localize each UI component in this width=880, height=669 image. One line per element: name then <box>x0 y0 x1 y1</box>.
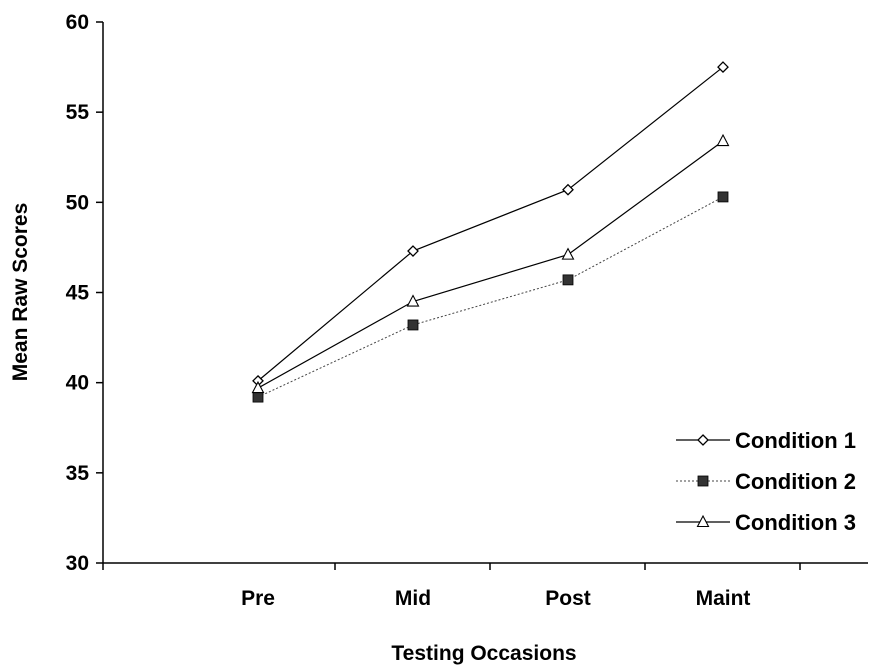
y-tick-label: 60 <box>66 11 89 34</box>
x-tick-label: Post <box>545 587 591 610</box>
y-tick-label: 30 <box>66 552 89 575</box>
x-tick-label: Maint <box>696 587 751 610</box>
diamond-marker <box>562 183 574 196</box>
y-ticks: 30 35 40 45 50 55 60 <box>66 11 103 575</box>
square-marker <box>717 191 729 203</box>
legend: Condition 1 Condition 2 Condition 3 <box>676 428 856 535</box>
square-marker <box>562 274 574 286</box>
y-tick-label: 40 <box>66 372 89 395</box>
triangle-marker <box>716 133 730 147</box>
x-axis-title: Testing Occasions <box>391 642 576 665</box>
y-tick-label: 55 <box>66 101 90 124</box>
y-tick-label: 45 <box>66 282 90 305</box>
y-tick-label: 50 <box>66 191 89 214</box>
square-marker <box>407 319 419 331</box>
x-tick-label: Pre <box>241 587 275 610</box>
series-line <box>257 196 724 398</box>
series-1 <box>252 61 729 387</box>
y-tick-label: 35 <box>66 462 90 485</box>
series-layer <box>251 61 730 403</box>
series-3 <box>251 133 730 394</box>
legend-label: Condition 3 <box>735 510 856 535</box>
diamond-marker <box>697 434 709 446</box>
legend-item: Condition 1 <box>676 428 856 453</box>
triangle-marker <box>696 514 710 528</box>
legend-item: Condition 3 <box>676 510 856 535</box>
triangle-marker <box>251 380 265 394</box>
square-marker <box>697 475 709 487</box>
diamond-marker <box>407 245 419 257</box>
diamond-marker <box>717 61 729 74</box>
legend-label: Condition 1 <box>735 428 856 453</box>
x-ticks: Pre Mid Post Maint <box>102 563 801 610</box>
legend-label: Condition 2 <box>735 469 856 494</box>
square-marker <box>252 391 264 403</box>
triangle-marker <box>406 294 420 307</box>
x-tick-label: Mid <box>395 587 431 610</box>
triangle-marker <box>561 247 575 260</box>
series-line <box>257 66 724 382</box>
series-2 <box>252 191 729 403</box>
series-line <box>257 140 724 389</box>
y-axis-title: Mean Raw Scores <box>9 203 32 382</box>
legend-item: Condition 2 <box>676 469 856 494</box>
